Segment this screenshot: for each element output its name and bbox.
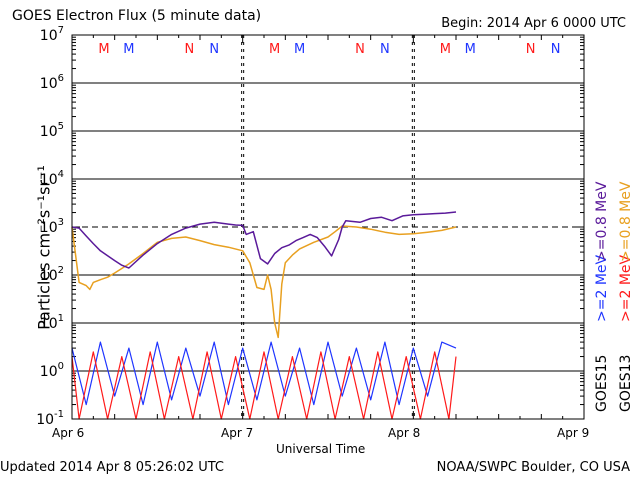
legend-group-label: GOES15 <box>594 355 610 412</box>
y-tick-label: 100 <box>40 361 64 380</box>
series-goes15-0p8mev <box>71 211 457 269</box>
y-tick-label: 103 <box>40 217 64 236</box>
event-marker-label: M <box>269 42 280 57</box>
x-tick-label: Apr 9 <box>557 426 590 440</box>
begin-time: Begin: 2014 Apr 6 0000 UTC <box>441 16 626 31</box>
plot-frame <box>71 34 585 420</box>
legend-energy-label: >=2 MeV <box>618 254 634 322</box>
x-axis-label: Universal Time <box>276 442 366 456</box>
y-tick-label: 107 <box>40 25 64 44</box>
legend-energy-label: >=0.8 MeV <box>594 181 610 262</box>
y-tick-label: 104 <box>40 169 64 188</box>
chart-title: GOES Electron Flux (5 minute data) <box>12 8 262 24</box>
event-marker-label: M <box>98 42 109 57</box>
event-marker-label: N <box>184 42 194 57</box>
series-goes13-0p8mev <box>71 225 457 339</box>
legend-energy-label: >=0.8 MeV <box>618 181 634 262</box>
updated-timestamp: Updated 2014 Apr 8 05:26:02 UTC <box>0 460 224 475</box>
event-marker-label: M <box>123 42 134 57</box>
series-goes15-2mev <box>71 341 457 406</box>
x-tick-label: Apr 8 <box>388 426 421 440</box>
event-marker-label: M <box>465 42 476 57</box>
x-tick-label: Apr 6 <box>52 426 85 440</box>
legend-energy-label: >=2 MeV <box>594 254 610 322</box>
x-tick-label: Apr 7 <box>221 426 254 440</box>
y-tick-label: 102 <box>40 265 64 284</box>
series-goes13-2mev <box>71 351 457 420</box>
credit: NOAA/SWPC Boulder, CO USA <box>436 460 630 475</box>
event-marker-label: N <box>355 42 365 57</box>
y-tick-label: 101 <box>40 313 64 332</box>
event-marker-label: M <box>294 42 305 57</box>
y-tick-label: 106 <box>40 73 64 92</box>
y-tick-label: 10-1 <box>36 409 64 428</box>
event-marker-label: N <box>526 42 536 57</box>
legend-group-label: GOES13 <box>618 355 634 412</box>
event-marker-label: M <box>440 42 451 57</box>
event-marker-label: N <box>551 42 561 57</box>
event-marker-label: N <box>380 42 390 57</box>
event-marker-label: N <box>209 42 219 57</box>
y-tick-label: 105 <box>40 121 64 140</box>
